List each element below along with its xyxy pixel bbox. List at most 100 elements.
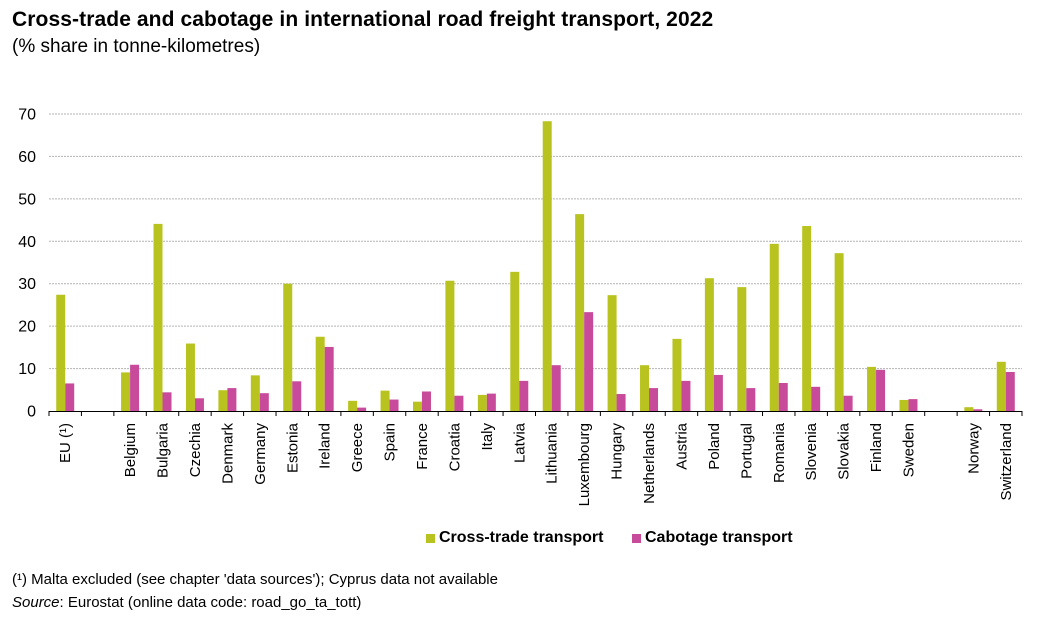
x-tick-label: Netherlands <box>641 423 658 504</box>
bar-cabotage <box>292 381 302 411</box>
bar-cabotage <box>454 395 464 411</box>
x-tick-label: Italy <box>479 423 496 451</box>
bar-cabotage <box>551 365 561 411</box>
x-tick-label: Slovakia <box>836 422 853 479</box>
bar-chart: 0 10 20 30 40 50 60 70 EU (¹) Belgium Bulgaria Cze… <box>18 107 1023 506</box>
bar-cross-trade <box>964 407 974 411</box>
bar-cabotage <box>811 386 821 411</box>
x-tick-label: Poland <box>706 423 723 470</box>
x-tick-label: Germany <box>252 423 269 485</box>
x-tick-label: Norway <box>965 423 982 474</box>
bar-cross-trade <box>477 394 487 411</box>
bar-cross-trade <box>575 214 585 411</box>
bar-cross-trade <box>834 253 844 411</box>
x-tick-label: Belgium <box>122 423 139 477</box>
legend-item-cross-trade: Cross-trade transport <box>426 529 603 547</box>
x-tick-label: Finland <box>868 423 885 472</box>
y-tick-label: 10 <box>18 361 36 378</box>
x-tick-label: Denmark <box>219 423 236 484</box>
bar-cabotage <box>681 380 691 411</box>
x-tick-label: Ireland <box>317 423 334 469</box>
chart-title: Cross-trade and cabotage in internationa… <box>12 8 714 31</box>
x-axis-tick-labels: EU (¹) Belgium Bulgaria Czechia Denmark Germa… <box>57 422 1015 506</box>
bar-cabotage <box>584 312 594 411</box>
gridlines <box>49 113 1022 370</box>
x-tick-label: Switzerland <box>998 423 1015 501</box>
chart-subtitle: (% share in tonne-kilometres) <box>12 36 261 57</box>
y-tick-label: 30 <box>18 276 36 293</box>
legend-swatch-cross-trade <box>426 533 435 543</box>
legend-label-cross-trade: Cross-trade transport <box>439 529 604 546</box>
bar-cross-trade <box>348 400 358 411</box>
bar-cabotage <box>324 346 334 411</box>
y-tick-label: 0 <box>27 404 36 421</box>
x-axis <box>48 411 1023 416</box>
x-tick-label: Portugal <box>738 423 755 479</box>
bar-cross-trade <box>121 372 131 411</box>
bar-cabotage <box>713 374 723 411</box>
bar-cabotage <box>486 393 496 411</box>
legend-swatch-cabotage <box>632 533 641 543</box>
bar-cabotage <box>746 388 756 411</box>
x-tick-label: Czechia <box>187 422 204 477</box>
bar-cabotage <box>519 380 529 411</box>
bar-cross-trade <box>315 336 325 411</box>
bar-cross-trade <box>542 121 552 411</box>
bar-cross-trade <box>56 294 66 411</box>
x-tick-label: Slovenia <box>803 422 820 480</box>
legend-label-cabotage: Cabotage transport <box>645 529 793 546</box>
legend: Cross-trade transport Cabotage transport <box>0 529 1037 551</box>
bar-cabotage <box>876 369 886 411</box>
x-tick-label: Estonia <box>284 422 301 473</box>
source-label: Source <box>12 594 60 611</box>
bar-cabotage <box>908 399 918 411</box>
footnote: (¹) Malta excluded (see chapter 'data so… <box>12 571 498 588</box>
bar-cross-trade <box>250 375 260 411</box>
bar-cabotage <box>259 393 269 411</box>
bar-cabotage <box>130 364 140 411</box>
bar-cross-trade <box>607 295 617 411</box>
x-tick-label: Hungary <box>609 423 626 480</box>
bar-cabotage <box>357 407 367 411</box>
bar-cross-trade <box>704 278 714 411</box>
bar-cross-trade <box>769 243 779 411</box>
bar-cabotage <box>65 383 75 411</box>
bar-cabotage <box>649 388 659 411</box>
bar-cross-trade <box>445 280 455 411</box>
bar-cabotage <box>421 391 431 411</box>
x-tick-label: Sweden <box>900 423 917 477</box>
bar-cabotage <box>162 392 172 411</box>
y-tick-label: 20 <box>18 319 36 336</box>
y-tick-label: 60 <box>18 149 36 166</box>
x-tick-label: France <box>414 423 431 470</box>
bar-cabotage <box>194 398 204 411</box>
x-tick-label: Austria <box>673 422 690 469</box>
x-tick-label: Latvia <box>511 422 528 463</box>
bar-cabotage <box>227 388 237 411</box>
source-text: : Eurostat (online data code: road_go_ta… <box>59 594 362 611</box>
bar-cross-trade <box>867 366 877 411</box>
bar-cross-trade <box>510 271 520 411</box>
x-tick-label: EU (¹) <box>57 423 74 463</box>
x-tick-label: Croatia <box>446 422 463 471</box>
bar-cross-trade <box>412 401 422 411</box>
bar-cross-trade <box>802 226 812 411</box>
y-tick-label: 40 <box>18 234 36 251</box>
bar-cabotage <box>843 395 853 411</box>
bar-cross-trade <box>996 361 1006 411</box>
bars <box>56 121 1015 411</box>
bar-cabotage <box>389 399 399 411</box>
bar-cross-trade <box>380 390 390 411</box>
source-note: Source: Eurostat (online data code: road… <box>12 594 361 611</box>
x-tick-label: Spain <box>382 423 399 461</box>
x-tick-label: Romania <box>771 422 788 483</box>
bar-cabotage <box>616 394 626 411</box>
bar-cross-trade <box>672 338 682 411</box>
x-tick-label: Lithuania <box>544 422 561 484</box>
y-tick-label: 50 <box>18 191 36 208</box>
x-tick-label: Bulgaria <box>155 422 172 478</box>
bar-cross-trade <box>218 390 228 411</box>
x-tick-label: Greece <box>349 423 366 472</box>
bar-cross-trade <box>185 343 195 411</box>
y-axis-tick-labels: 0 10 20 30 40 50 60 70 <box>18 107 36 421</box>
